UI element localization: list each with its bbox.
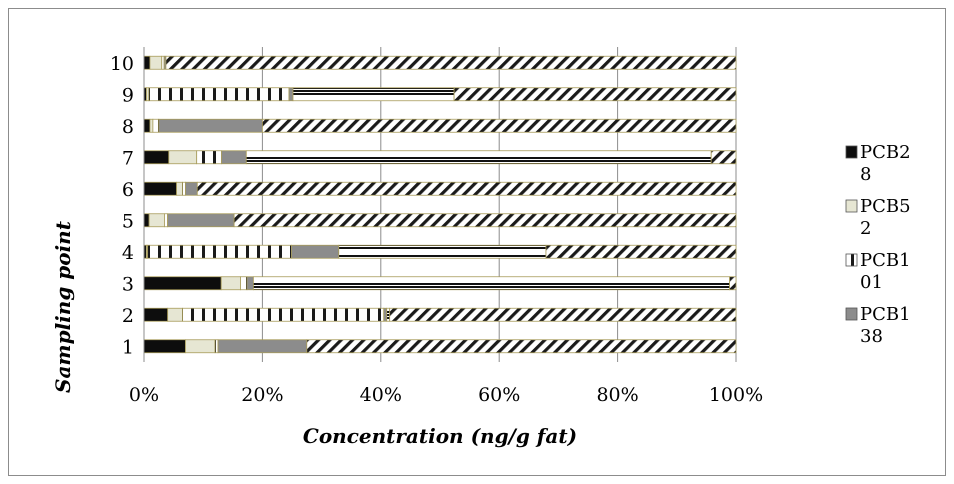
bar-segment-pcb138 (221, 150, 247, 165)
bar-segment-pcb180 (453, 87, 737, 102)
legend-label: PCB1 (860, 250, 911, 271)
bars (143, 55, 737, 354)
legend-swatch-pcb52 (845, 199, 858, 213)
y-axis-title: Sampling point (51, 220, 75, 393)
bar-segment-pcb180 (545, 244, 737, 259)
bar-segment-pcb153 (292, 87, 455, 102)
y-tick-label: 6 (122, 179, 134, 201)
bar-segment-pcb101 (164, 213, 168, 228)
bar-segment-pcb138 (158, 118, 263, 133)
bar-segment-pcb101 (240, 276, 248, 291)
legend-swatch-pcb101 (845, 253, 858, 267)
x-tick-label: 100% (709, 384, 763, 406)
bar-segment-pcb138 (383, 307, 388, 322)
legend-swatch-pcb138 (845, 307, 858, 321)
bar-segment-pcb28 (143, 339, 186, 354)
bar-segment-pcb180 (165, 55, 737, 70)
y-tick-label: 2 (122, 305, 134, 327)
bar-segment-pcb101 (152, 118, 160, 133)
y-tick-label: 4 (122, 242, 134, 264)
y-tick-label: 10 (110, 53, 134, 75)
bar-segment-pcb52 (185, 339, 216, 354)
bar-segment-pcb52 (167, 307, 183, 322)
legend-swatch-pcb28 (845, 145, 858, 159)
y-tick-label: 8 (122, 116, 134, 138)
y-tick-label: 3 (122, 273, 134, 295)
y-tick-label: 1 (122, 336, 134, 358)
bar-segment-pcb138 (291, 244, 340, 259)
bar-segment-pcb52 (148, 213, 165, 228)
bar-segment-pcb180 (710, 150, 737, 165)
tick-labels: 0% 20% 40% 60% 80% 100% 1 2 3 4 5 6 7 8 9 10 (110, 53, 763, 406)
bar-segment-pcb180 (233, 213, 737, 228)
bar-segment-pcb153 (386, 307, 391, 322)
bar-segment-pcb28 (143, 307, 169, 322)
x-tick-label: 40% (360, 384, 402, 406)
y-tick-label: 5 (122, 210, 134, 232)
bar-segment-pcb28 (143, 118, 151, 133)
x-tick-label: 0% (129, 384, 159, 406)
bar-segment-pcb101 (182, 307, 385, 322)
x-tick-label: 20% (241, 384, 283, 406)
bar-segment-pcb138 (288, 87, 294, 102)
legend-label: 01 (860, 272, 883, 293)
bar-segment-pcb138 (217, 339, 308, 354)
bar-segment-pcb101 (214, 339, 219, 354)
legend-label: 38 (860, 326, 883, 347)
bar-segment-pcb28 (143, 181, 177, 196)
bar-segment-pcb153 (245, 150, 712, 165)
x-tick-label: 60% (478, 384, 520, 406)
bar-segment-pcb52 (168, 150, 198, 165)
bar-segment-pcb153 (252, 276, 730, 291)
legend-label: 2 (860, 218, 871, 239)
bar-segment-pcb28 (143, 55, 151, 70)
x-tick-label: 80% (596, 384, 638, 406)
bar-segment-pcb28 (143, 213, 150, 228)
x-axis-title: Concentration (ng/g fat) (303, 424, 577, 448)
y-tick-label: 9 (122, 84, 134, 106)
legend-label: PCB1 (860, 304, 911, 325)
bar-segment-pcb101 (148, 87, 290, 102)
bar-segment-pcb138 (246, 276, 254, 291)
bar-segment-pcb28 (143, 150, 170, 165)
bar-segment-pcb28 (143, 276, 222, 291)
bar-segment-pcb138 (167, 213, 235, 228)
chart-frame (8, 8, 946, 476)
bar-segment-pcb101 (196, 150, 222, 165)
legend-label: 8 (860, 164, 871, 185)
legend-label: PCB2 (860, 142, 911, 163)
bar-segment-pcb180 (196, 181, 737, 196)
bar-segment-pcb52 (149, 55, 163, 70)
bar-segment-pcb180 (389, 307, 737, 322)
bar-segment-pcb180 (261, 118, 737, 133)
bar-segment-pcb52 (149, 118, 154, 133)
bar-segment-pcb180 (729, 276, 737, 291)
bar-segment-pcb101 (182, 181, 186, 196)
bar-segment-pcb52 (176, 181, 183, 196)
bar-segment-pcb52 (220, 276, 241, 291)
y-tick-label: 7 (122, 147, 134, 169)
bar-segment-pcb138 (185, 181, 198, 196)
bar-segment-pcb153 (338, 244, 547, 259)
bar-segment-pcb101 (147, 244, 292, 259)
bar-segment-pcb180 (306, 339, 737, 354)
legend-label: PCB5 (860, 196, 911, 217)
